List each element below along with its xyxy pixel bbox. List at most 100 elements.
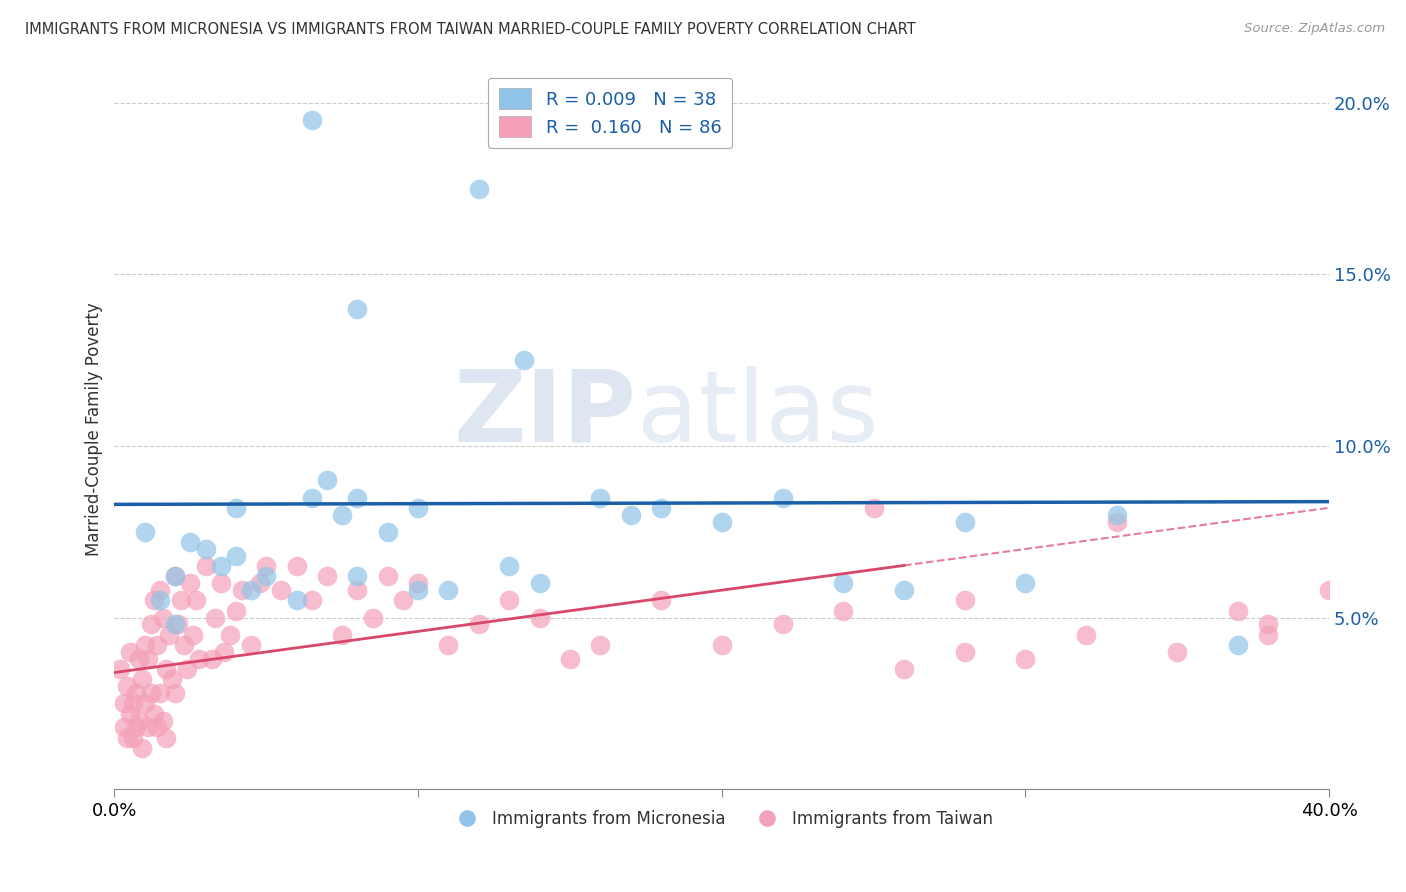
Legend: Immigrants from Micronesia, Immigrants from Taiwan: Immigrants from Micronesia, Immigrants f… — [444, 804, 1000, 835]
Point — [437, 583, 460, 598]
Point — [346, 583, 368, 598]
Point — [155, 662, 177, 676]
Point — [124, 686, 146, 700]
Point — [112, 697, 135, 711]
Point — [139, 686, 162, 700]
Point — [406, 500, 429, 515]
Point — [134, 524, 156, 539]
Point — [200, 652, 222, 666]
Point — [149, 583, 172, 598]
Y-axis label: Married-Couple Family Poverty: Married-Couple Family Poverty — [86, 302, 103, 556]
Point — [301, 491, 323, 505]
Point — [772, 491, 794, 505]
Point — [650, 593, 672, 607]
Point — [146, 721, 169, 735]
Point — [1227, 604, 1250, 618]
Point — [346, 569, 368, 583]
Point — [285, 593, 308, 607]
Point — [131, 741, 153, 756]
Point — [406, 576, 429, 591]
Point — [204, 610, 226, 624]
Point — [110, 662, 132, 676]
Point — [134, 697, 156, 711]
Point — [165, 569, 187, 583]
Point — [167, 617, 190, 632]
Point — [128, 714, 150, 728]
Point — [346, 301, 368, 316]
Point — [316, 569, 339, 583]
Point — [149, 686, 172, 700]
Point — [188, 652, 211, 666]
Point — [173, 638, 195, 652]
Point — [165, 617, 187, 632]
Point — [209, 576, 232, 591]
Point — [134, 638, 156, 652]
Text: atlas: atlas — [637, 366, 879, 463]
Text: ZIP: ZIP — [454, 366, 637, 463]
Point — [301, 113, 323, 128]
Point — [179, 535, 201, 549]
Point — [118, 706, 141, 721]
Point — [1317, 583, 1340, 598]
Point — [1014, 576, 1036, 591]
Point — [194, 541, 217, 556]
Point — [160, 673, 183, 687]
Point — [186, 593, 208, 607]
Point — [270, 583, 292, 598]
Point — [254, 559, 277, 574]
Point — [149, 593, 172, 607]
Point — [893, 583, 915, 598]
Point — [710, 515, 733, 529]
Point — [832, 604, 855, 618]
Point — [155, 731, 177, 745]
Point — [772, 617, 794, 632]
Point — [620, 508, 643, 522]
Point — [183, 628, 205, 642]
Point — [152, 714, 174, 728]
Point — [121, 731, 143, 745]
Point — [361, 610, 384, 624]
Point — [1105, 515, 1128, 529]
Point — [650, 500, 672, 515]
Point — [118, 645, 141, 659]
Point — [589, 491, 612, 505]
Point — [862, 500, 884, 515]
Point — [152, 610, 174, 624]
Point — [124, 721, 146, 735]
Point — [377, 569, 399, 583]
Point — [392, 593, 415, 607]
Point — [225, 604, 247, 618]
Point — [953, 593, 976, 607]
Point — [529, 576, 551, 591]
Point — [377, 524, 399, 539]
Point — [170, 593, 193, 607]
Point — [218, 628, 240, 642]
Point — [1257, 628, 1279, 642]
Point — [301, 593, 323, 607]
Text: Source: ZipAtlas.com: Source: ZipAtlas.com — [1244, 22, 1385, 36]
Point — [136, 721, 159, 735]
Point — [468, 181, 491, 195]
Point — [1257, 617, 1279, 632]
Point — [225, 549, 247, 563]
Point — [1166, 645, 1188, 659]
Point — [142, 593, 165, 607]
Point — [179, 576, 201, 591]
Point — [231, 583, 253, 598]
Point — [498, 593, 520, 607]
Point — [146, 638, 169, 652]
Point — [832, 576, 855, 591]
Point — [142, 706, 165, 721]
Point — [249, 576, 271, 591]
Point — [437, 638, 460, 652]
Point — [212, 645, 235, 659]
Point — [558, 652, 581, 666]
Point — [240, 638, 263, 652]
Point — [131, 673, 153, 687]
Point — [330, 508, 353, 522]
Point — [953, 645, 976, 659]
Point — [406, 583, 429, 598]
Point — [498, 559, 520, 574]
Point — [121, 697, 143, 711]
Point — [1227, 638, 1250, 652]
